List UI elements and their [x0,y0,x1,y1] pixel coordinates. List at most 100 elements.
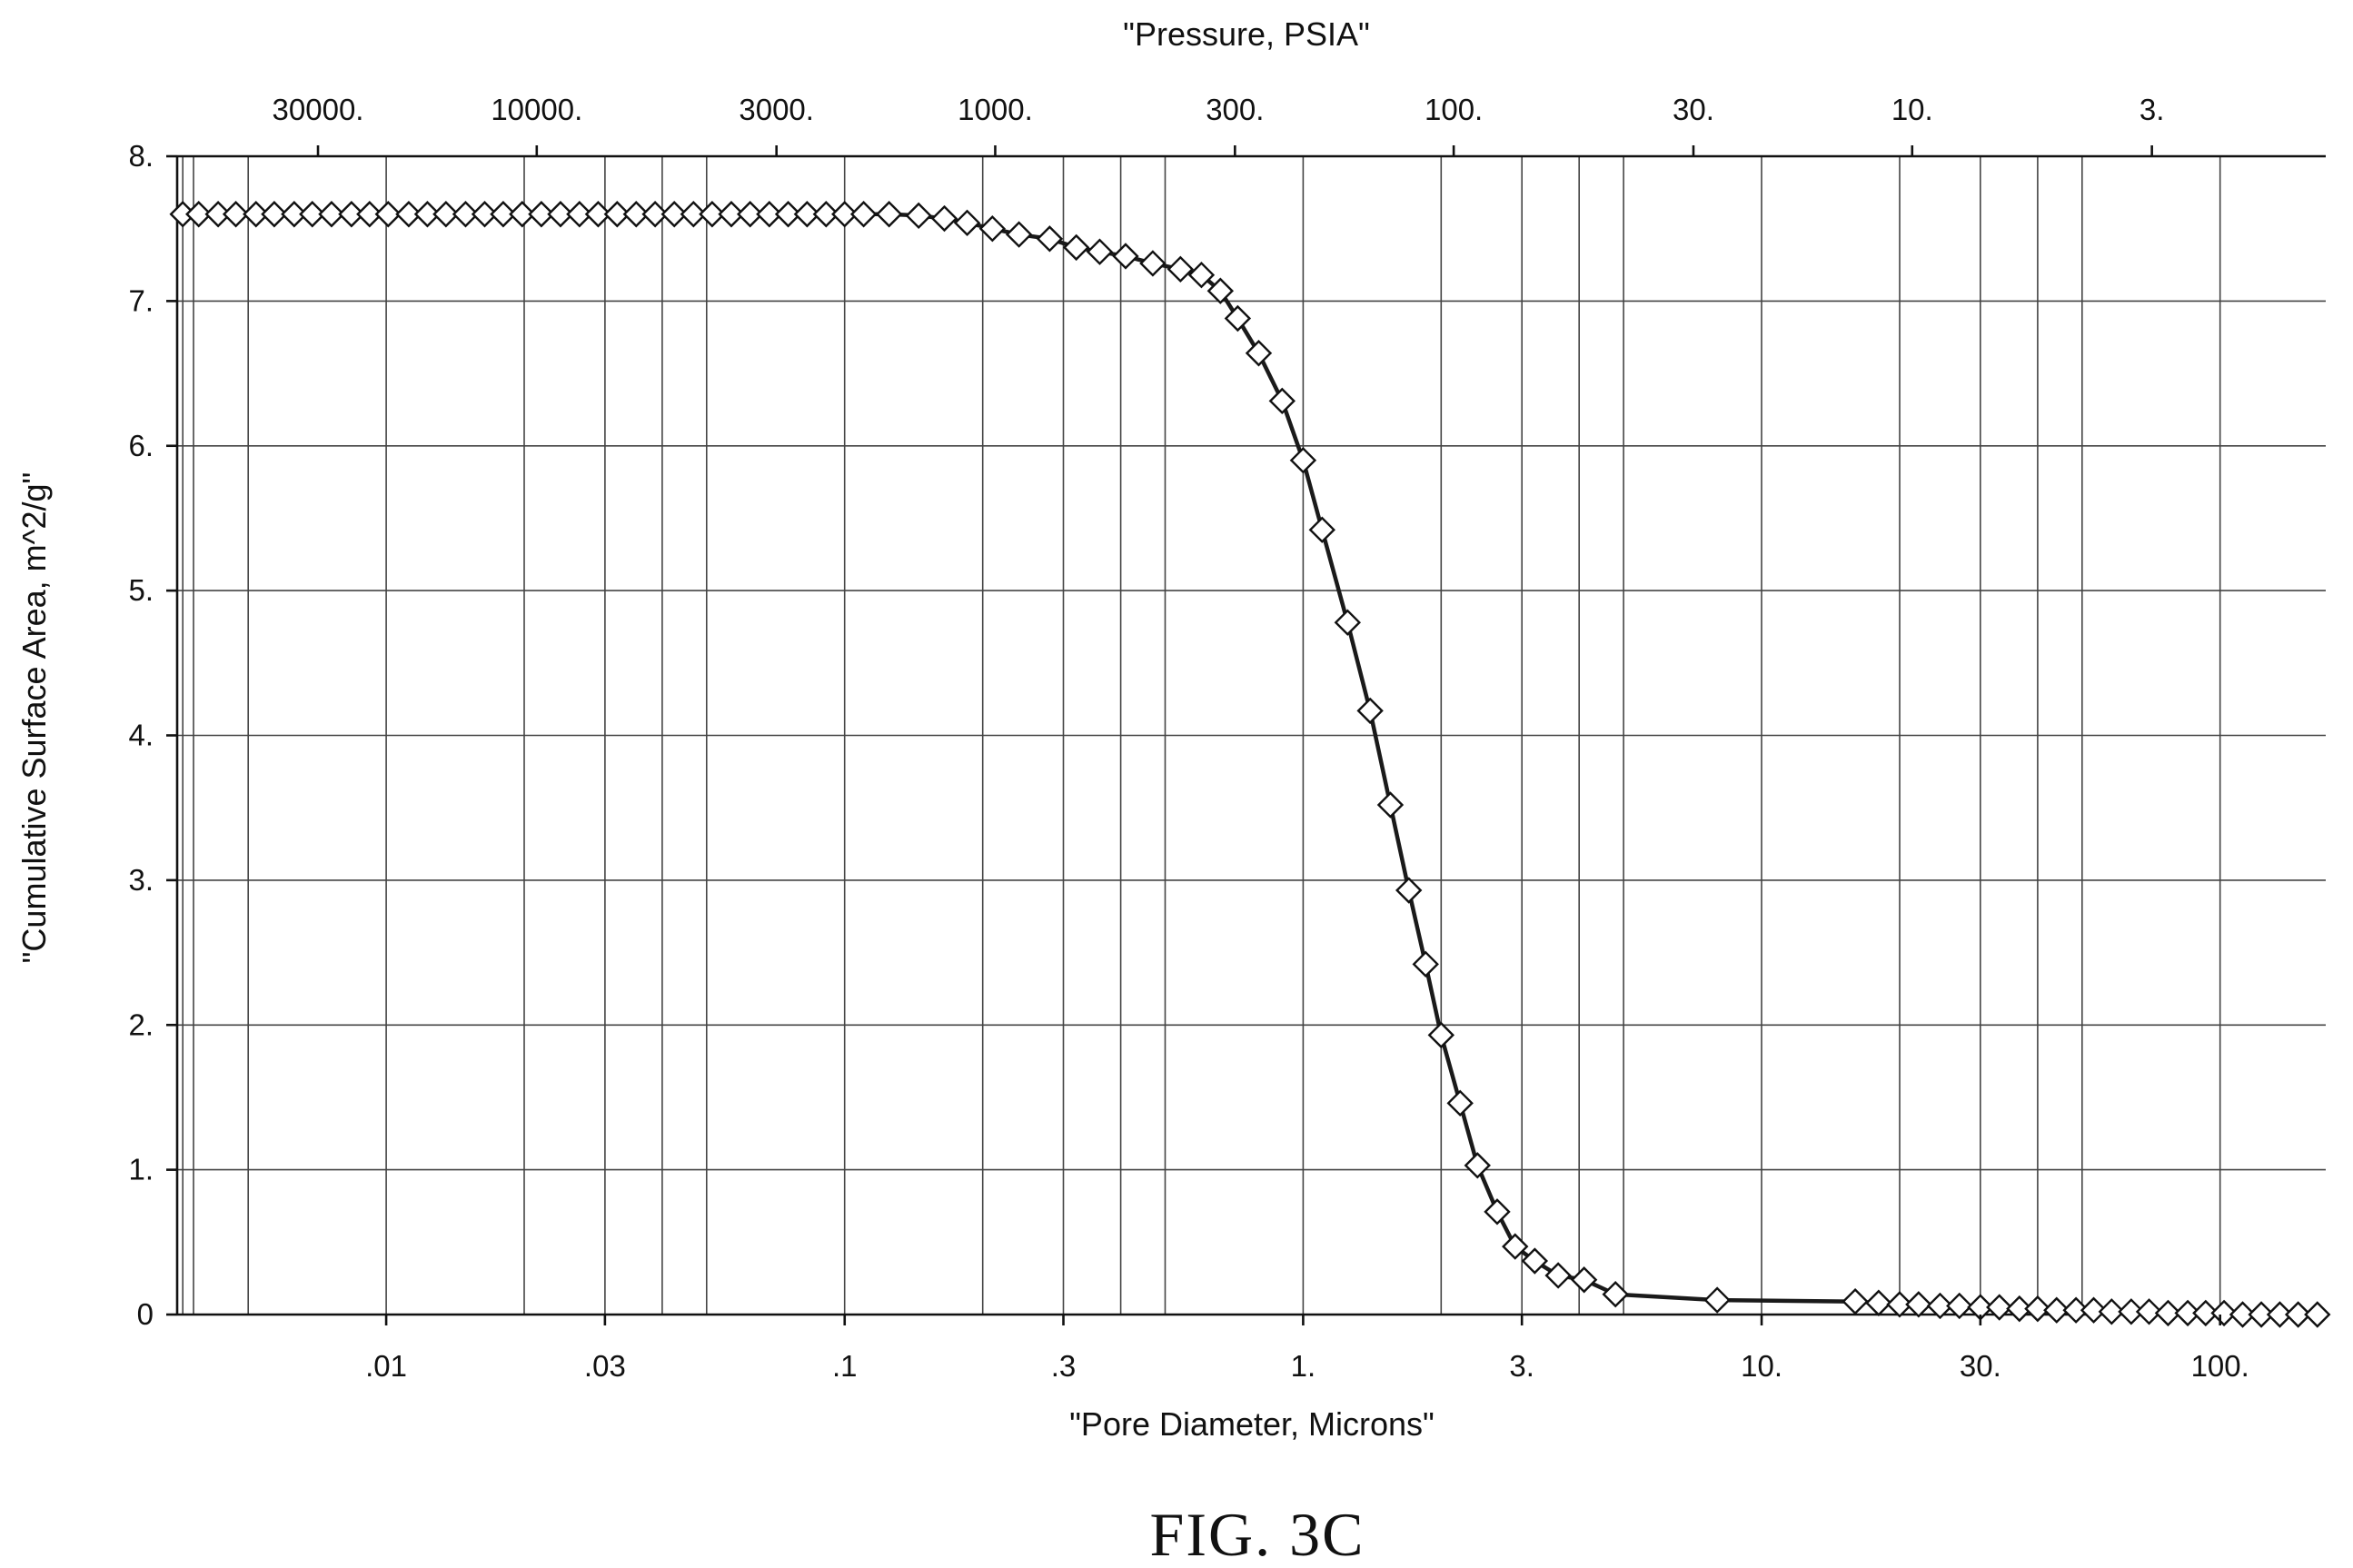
x-tick-label: .3 [1051,1349,1077,1383]
x-tick-label: .03 [584,1349,626,1383]
data-point-diamond [736,201,764,228]
y-tick-label: 8. [128,139,154,173]
data-point-diamond [261,201,288,228]
data-point-diamond [2024,1295,2051,1323]
data-point-diamond [1412,950,1439,978]
top-tick-label: 10000. [491,93,582,126]
x-tick-label: .01 [365,1349,407,1383]
data-point-diamond [953,209,981,237]
y-axis-title: "Cumulative Surface Area, m^2/g" [15,472,53,964]
data-point-diamond [603,201,631,228]
data-point-diamond [1484,1198,1511,1226]
data-point-diamond [1086,238,1114,265]
x-tick-label: 1. [1291,1349,1316,1383]
data-point-diamond [528,201,555,228]
data-point-diamond [849,201,878,228]
x-tick-label: 100. [2191,1349,2249,1383]
data-point-diamond [2248,1301,2275,1328]
data-point-diamond [1986,1294,2013,1321]
data-point-diamond [1602,1280,1629,1308]
data-point-diamond [1544,1262,1572,1289]
data-point-diamond [374,201,402,228]
data-point-diamond [566,201,593,228]
y-tick-label: 5. [128,573,154,607]
data-point-diamond [641,201,669,228]
top-tick-label: 1000. [958,93,1033,126]
data-point-diamond [1308,516,1335,543]
data-point-diamond [1865,1289,1892,1316]
data-point-diamond [2118,1298,2145,1325]
x-tick-label: 3. [1509,1349,1534,1383]
data-point-diamond [718,201,745,228]
data-point-diamond [875,201,903,228]
data-point-diamond [338,201,365,228]
data-point-diamond [2229,1301,2257,1328]
x-tick-label: .1 [832,1349,858,1383]
data-point-diamond [1112,243,1139,270]
y-tick-label: 6. [128,429,154,462]
data-point-diamond [622,201,650,228]
data-point-diamond [432,201,460,228]
y-tick-label: 0 [137,1297,154,1331]
data-point-diamond [222,201,250,228]
data-point-diamond [204,201,232,228]
data-point-diamond [2266,1301,2294,1328]
data-point-diamond [1139,250,1167,277]
x-tick-label: 30. [1960,1349,2001,1383]
data-point-diamond [774,201,802,228]
data-point-diamond [584,201,612,228]
data-point-diamond [281,201,308,228]
data-point-diamond [2154,1299,2182,1327]
data-point-diamond [930,204,958,233]
series-line [183,212,2318,1317]
data-point-diamond [1376,791,1405,819]
data-point-diamond [2006,1295,2033,1323]
top-axis-title: "Pressure, PSIA" [1123,15,1370,53]
data-point-diamond [471,201,499,228]
data-point-diamond [395,201,422,228]
data-point-diamond [2043,1296,2070,1324]
data-point-diamond [1926,1292,1954,1320]
gridlines [177,156,2326,1315]
data-point-diamond [756,201,783,228]
data-point-diamond [509,201,536,228]
data-point-diamond [699,201,726,228]
data-point-diamond [1268,387,1296,415]
top-tick-label: 30000. [273,93,364,126]
data-point-diamond [1427,1021,1455,1049]
data-point-diamond [490,201,517,228]
y-tick-label: 1. [128,1153,154,1186]
data-point-diamond [905,202,932,230]
data-point-diamond [2135,1298,2163,1325]
data-point-diamond [793,201,821,228]
x-axis-title: "Pore Diameter, Microns" [1069,1405,1435,1443]
top-tick-label: 3. [2140,93,2165,126]
y-tick-label: 3. [128,863,154,897]
data-point-diamond [1446,1089,1474,1117]
data-point-diamond [1245,340,1273,367]
data-point-diamond [2304,1301,2331,1328]
top-tick-label: 100. [1425,93,1483,126]
data-point-diamond [1206,277,1235,304]
top-tick-label: 300. [1206,93,1264,126]
y-tick-label: 7. [128,283,154,317]
data-point-diamond [1502,1233,1529,1260]
data-point-diamond [1289,446,1317,474]
data-point-diamond [660,201,688,228]
x-tick-label: 10. [1741,1349,1782,1383]
data-point-diamond [1005,221,1033,248]
data-point-diamond [2174,1299,2201,1327]
figure-caption: FIG. 3C [1150,1500,1365,1568]
data-point-diamond [2062,1296,2090,1324]
top-tick-label: 30. [1673,93,1714,126]
data-point-diamond [2210,1299,2238,1327]
data-point-diamond [680,201,708,228]
y-tick-label: 4. [128,719,154,752]
data-point-diamond [812,201,840,228]
data-point-diamond [1905,1291,1932,1318]
data-point-diamond [1036,225,1064,253]
data-point-diamond [1570,1266,1598,1294]
data-point-diamond [1464,1152,1491,1179]
data-series [169,201,2331,1328]
